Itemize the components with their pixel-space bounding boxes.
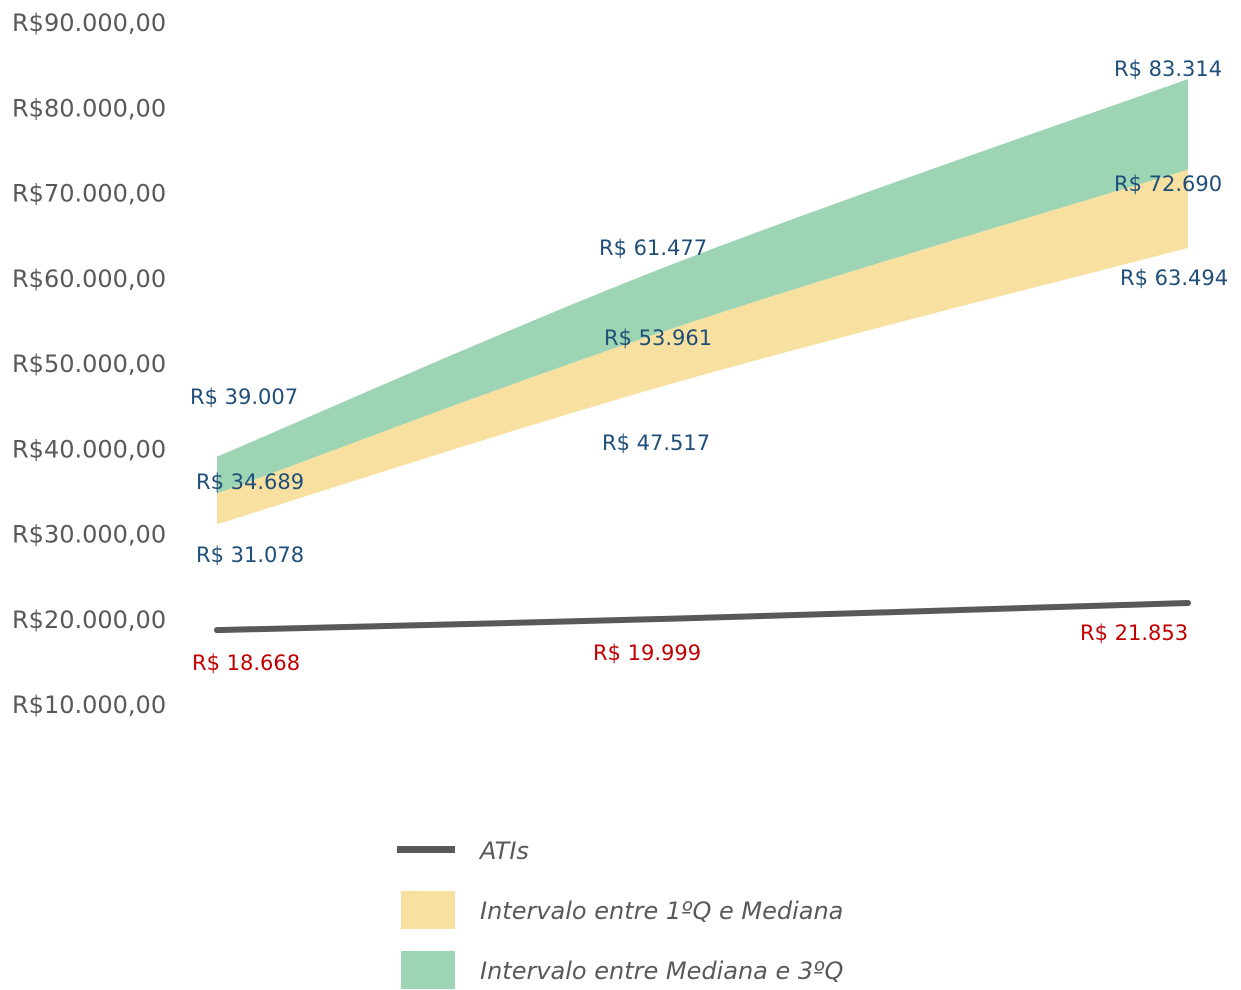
y-tick-label: R$40.000,00 bbox=[12, 435, 166, 463]
y-tick-label: R$80.000,00 bbox=[12, 94, 166, 122]
lines bbox=[214, 599, 1191, 634]
y-tick-label: R$10.000,00 bbox=[12, 691, 166, 719]
atis-data-label: R$ 18.668 bbox=[192, 651, 300, 675]
atis-data-label: R$ 21.853 bbox=[1080, 621, 1188, 645]
median-data-label: R$ 72.690 bbox=[1114, 172, 1222, 196]
q1-data-label: R$ 47.517 bbox=[602, 431, 710, 455]
bands bbox=[217, 78, 1188, 525]
y-tick-label: R$60.000,00 bbox=[12, 265, 166, 293]
atis-line bbox=[214, 599, 1191, 634]
q3-data-label: R$ 83.314 bbox=[1114, 57, 1222, 81]
legend-swatch-atis bbox=[397, 846, 455, 853]
q3-data-label: R$ 61.477 bbox=[599, 236, 707, 260]
legend-swatch-q1-median bbox=[401, 891, 455, 929]
q3-data-label: R$ 39.007 bbox=[190, 385, 298, 409]
data-labels: R$ 18.668 R$ 19.999 R$ 21.853 R$ 31.078 R$ 4… bbox=[190, 57, 1228, 675]
legend-label: Intervalo entre 1ºQ e Mediana bbox=[480, 897, 843, 925]
median-data-label: R$ 53.961 bbox=[604, 326, 712, 350]
band-median-q3 bbox=[217, 78, 1188, 494]
q1-data-label: R$ 31.078 bbox=[196, 543, 304, 567]
legend-label: ATIs bbox=[478, 837, 529, 865]
q1-data-label: R$ 63.494 bbox=[1120, 266, 1228, 290]
y-tick-label: R$30.000,00 bbox=[12, 521, 166, 549]
y-axis: R$10.000,00 R$20.000,00 R$30.000,00 R$40.00… bbox=[12, 9, 166, 719]
y-tick-label: R$70.000,00 bbox=[12, 180, 166, 208]
y-tick-label: R$20.000,00 bbox=[12, 606, 166, 634]
legend-label: Intervalo entre Mediana e 3ºQ bbox=[480, 957, 843, 985]
y-tick-label: R$50.000,00 bbox=[12, 350, 166, 378]
median-data-label: R$ 34.689 bbox=[196, 470, 304, 494]
legend-swatch-median-q3 bbox=[401, 951, 455, 989]
atis-data-label: R$ 19.999 bbox=[593, 641, 701, 665]
legend: ATIs Intervalo entre 1ºQ e Mediana Interva… bbox=[397, 837, 843, 989]
band-q1-median bbox=[217, 169, 1188, 525]
y-tick-label: R$90.000,00 bbox=[12, 9, 166, 37]
